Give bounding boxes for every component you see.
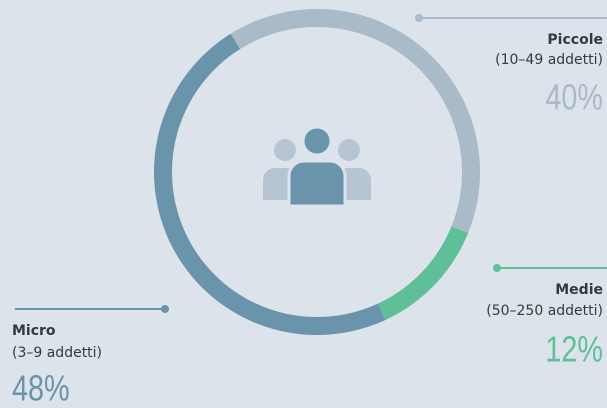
category-sublabel: (3–9 addetti)	[12, 345, 102, 361]
donut-segment	[377, 226, 469, 320]
value-label: 40%	[545, 76, 603, 117]
category-sublabel: (50–250 addetti)	[486, 303, 603, 319]
donut-segment	[230, 9, 481, 234]
value-label: 12%	[545, 328, 603, 369]
category-label: Piccole	[547, 32, 603, 48]
leader-dot	[161, 305, 169, 313]
people-icon	[263, 125, 371, 208]
category-label: Medie	[555, 282, 603, 298]
category-sublabel: (10–49 addetti)	[495, 52, 603, 68]
category-label: Micro	[12, 323, 56, 339]
leader-dot	[493, 264, 501, 272]
value-label: 48%	[12, 367, 70, 408]
leader-dot	[415, 14, 423, 22]
